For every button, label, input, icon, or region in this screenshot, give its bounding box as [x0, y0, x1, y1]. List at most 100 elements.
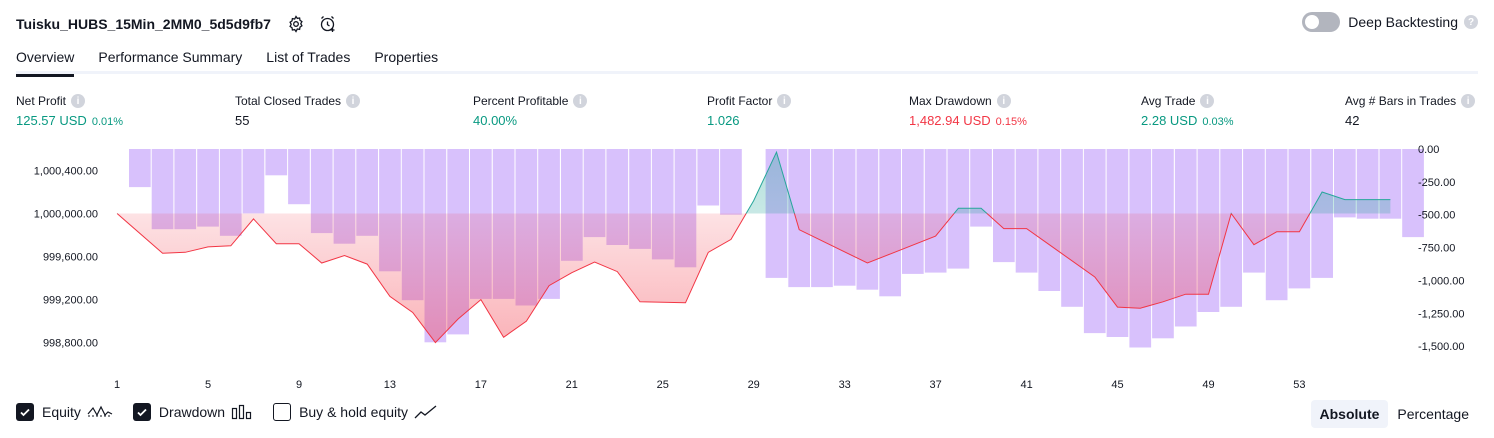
metric-profit-factor: Profit Factor i 1.026 [707, 94, 792, 128]
x-tick-label: 33 [839, 379, 851, 391]
drawdown-bar [288, 149, 310, 205]
trade-number-axis: 1 5 9 13 17 21 25 29 33 37 41 45 49 53 [114, 379, 1305, 391]
metric-avg-trade: Avg Trade i 2.28 USD 0.03% [1141, 94, 1234, 128]
metric-percent: 0.03% [1202, 116, 1234, 128]
percentage-button[interactable]: Percentage [1397, 406, 1469, 422]
metric-value: 42 [1345, 113, 1360, 128]
drawdown-bar [1015, 149, 1038, 273]
info-icon[interactable]: i [1461, 94, 1476, 108]
add-alert-icon[interactable] [317, 13, 339, 35]
x-tick-label: 41 [1020, 379, 1032, 391]
drawdown-bar [174, 149, 197, 230]
equity-tick-label: 1,000,400.00 [34, 166, 98, 178]
equity-line-down [116, 213, 1311, 344]
metrics-row: Net Profit i 125.57 USD 0.01% Total Closed… [16, 94, 1478, 134]
value-mode-switch: Absolute Percentage [1310, 400, 1479, 428]
metric-max-drawdown: Max Drawdown i 1,482.94 USD 0.15% [909, 94, 1027, 128]
legend-equity[interactable]: Equity [16, 403, 113, 421]
metric-avg-bars-in-trades: Avg # Bars in Trades i 42 [1345, 94, 1476, 128]
x-tick-label: 25 [657, 379, 669, 391]
x-tick-label: 45 [1111, 379, 1123, 391]
tab-properties[interactable]: Properties [374, 49, 439, 65]
legend-label: Equity [42, 404, 81, 420]
metric-label: Avg Trade [1141, 94, 1196, 108]
drawdown-bar [970, 149, 992, 227]
x-tick-label: 17 [475, 379, 487, 391]
drawdown-bar [242, 149, 265, 214]
metric-label: Max Drawdown [909, 94, 992, 108]
drawdown-bar [1243, 149, 1265, 273]
legend-label: Buy & hold equity [299, 404, 409, 420]
drawdown-bar [924, 149, 947, 273]
drawdown-bar [129, 149, 151, 188]
drawdown-tick-label: 0.00 [1418, 144, 1439, 156]
deep-backtesting-label: Deep Backtesting [1348, 14, 1458, 30]
settings-icon[interactable] [285, 13, 307, 35]
metric-value: 1.026 [707, 113, 740, 128]
drawdown-bar [993, 149, 1015, 263]
metric-label: Total Closed Trades [235, 94, 342, 108]
strategy-header: Tuisku_HUBS_15Min_2MM0_5d5d9fb7 [16, 10, 349, 38]
x-tick-label: 9 [296, 379, 302, 391]
metric-value: 2.28 USD [1141, 113, 1198, 128]
x-tick-label: 13 [384, 379, 396, 391]
tab-list-of-trades[interactable]: List of Trades [266, 49, 351, 65]
x-tick-label: 21 [566, 379, 578, 391]
buy-hold-line-icon [414, 404, 438, 420]
info-icon[interactable]: i [777, 94, 792, 108]
legend-drawdown[interactable]: Drawdown [132, 403, 253, 421]
equity-drawdown-chart[interactable]: 1,000,400.00 1,000,000.00 999,600.00 999,20… [0, 140, 1494, 395]
metric-label: Profit Factor [707, 94, 773, 108]
equity-tick-label: 999,200.00 [43, 295, 98, 307]
x-tick-label: 5 [205, 379, 211, 391]
drawdown-tick-label: -250.00 [1418, 177, 1455, 189]
help-icon[interactable]: ? [1464, 15, 1478, 29]
legend-label: Drawdown [158, 404, 226, 420]
info-icon[interactable]: i [996, 94, 1011, 108]
drawdown-axis: 0.00 -250.00 -500.00 -750.00 -1,000.00 -1,250… [1418, 144, 1464, 353]
drawdown-tick-label: -1,500.00 [1418, 341, 1464, 353]
metric-label: Percent Profitable [473, 94, 569, 108]
tab-overview[interactable]: Overview [16, 46, 75, 77]
info-icon[interactable]: i [71, 94, 86, 108]
deep-backtesting: Deep Backtesting ? [1302, 12, 1478, 32]
legend-buy-hold[interactable]: Buy & hold equity [273, 403, 438, 421]
metric-label: Avg # Bars in Trades [1345, 94, 1457, 108]
equity-below-area [117, 213, 1310, 343]
metric-percent-profitable: Percent Profitable i 40.00% [473, 94, 588, 128]
drawdown-bar [151, 149, 174, 230]
info-icon[interactable]: i [1200, 94, 1215, 108]
buy-hold-checkbox[interactable] [273, 403, 292, 421]
x-tick-label: 29 [748, 379, 760, 391]
drawdown-tick-label: -500.00 [1418, 210, 1455, 222]
metric-value: 40.00% [473, 113, 518, 128]
drawdown-bar [1220, 149, 1242, 307]
drawdown-bars-icon [231, 404, 253, 420]
drawdown-bar [1402, 149, 1424, 238]
equity-checkbox[interactable] [16, 403, 34, 421]
report-tabs: Overview Performance Summary List of Tra… [16, 46, 1478, 77]
metric-percent: 0.15% [995, 116, 1027, 128]
x-tick-label: 49 [1202, 379, 1214, 391]
metric-net-profit: Net Profit i 125.57 USD 0.01% [16, 94, 123, 128]
equity-tick-label: 999,600.00 [43, 252, 98, 264]
info-icon[interactable]: i [573, 94, 588, 108]
equity-lines [116, 150, 1391, 344]
chart-legend: Equity Drawdown Buy & hold equity [16, 403, 458, 421]
metric-percent: 0.01% [91, 116, 124, 128]
info-icon[interactable]: i [346, 94, 361, 108]
metric-value: 1,482.94 USD [909, 113, 991, 128]
deep-backtesting-toggle[interactable] [1302, 12, 1341, 32]
metric-total-closed-trades: Total Closed Trades i 55 [235, 94, 361, 128]
equity-axis: 1,000,400.00 1,000,000.00 999,600.00 999,20… [34, 166, 98, 350]
drawdown-bar [902, 149, 924, 274]
absolute-button[interactable]: Absolute [1310, 400, 1389, 428]
drawdown-checkbox[interactable] [132, 403, 151, 421]
tab-performance-summary[interactable]: Performance Summary [98, 49, 243, 65]
equity-tick-label: 998,800.00 [43, 338, 98, 350]
x-tick-label: 53 [1293, 379, 1305, 391]
drawdown-bar [310, 149, 333, 234]
equity-tick-label: 1,000,000.00 [34, 209, 98, 221]
metric-value: 55 [235, 113, 250, 128]
x-tick-label: 1 [114, 379, 120, 391]
